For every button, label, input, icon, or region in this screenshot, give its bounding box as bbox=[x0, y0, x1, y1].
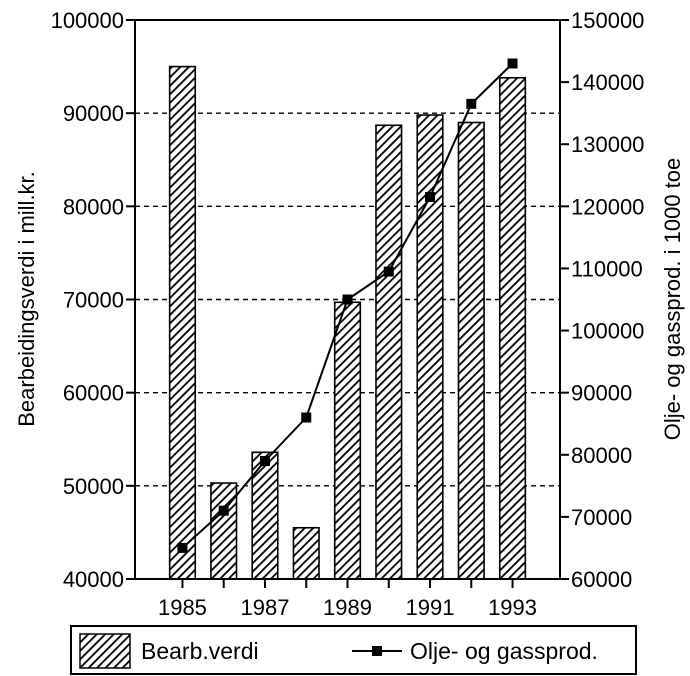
left-tick-label: 70000 bbox=[63, 288, 124, 313]
bar-1987 bbox=[251, 451, 279, 580]
right-tick-label: 60000 bbox=[571, 567, 632, 592]
right-tick-label: 130000 bbox=[571, 132, 644, 157]
right-tick-label: 80000 bbox=[571, 443, 632, 468]
line-point-1985 bbox=[177, 542, 188, 553]
bar-1988 bbox=[292, 526, 320, 580]
bar-1990 bbox=[375, 124, 403, 580]
x-tick-label: 1987 bbox=[240, 595, 289, 620]
x-tick-label: 1991 bbox=[406, 595, 455, 620]
right-axis-ticks: 60000 70000 80000 90000 100000 110000 120000 13… bbox=[560, 8, 644, 592]
right-tick-label: 70000 bbox=[571, 505, 632, 530]
right-tick-label: 110000 bbox=[571, 256, 643, 281]
line-point-1993 bbox=[507, 58, 518, 69]
bar-1992 bbox=[457, 121, 485, 580]
x-tick-label: 1985 bbox=[158, 595, 207, 620]
line-point-1992 bbox=[466, 98, 477, 109]
left-tick-label: 100000 bbox=[51, 8, 124, 33]
line-series bbox=[177, 58, 518, 553]
bar-1993 bbox=[498, 76, 527, 580]
left-axis-title: Bearbeidingsverdi i mill.kr. bbox=[14, 171, 39, 427]
line-point-1990 bbox=[383, 266, 394, 277]
bar-1986 bbox=[210, 482, 238, 580]
left-tick-label: 40000 bbox=[63, 567, 124, 592]
right-axis-title: Olje- og gassprod. i 1000 toe bbox=[660, 158, 685, 441]
grid-lines bbox=[135, 112, 560, 487]
left-tick-label: 80000 bbox=[63, 194, 124, 219]
x-axis-ticks: 1985 1987 1989 1991 1993 bbox=[158, 579, 537, 620]
line-point-1988 bbox=[301, 412, 312, 423]
line-point-1989 bbox=[342, 294, 353, 305]
legend-line-label: Olje- og gassprod. bbox=[410, 638, 598, 664]
line-point-1986 bbox=[218, 505, 229, 516]
line-point-1987 bbox=[259, 455, 270, 466]
right-tick-label: 100000 bbox=[571, 319, 644, 344]
left-tick-label: 90000 bbox=[63, 101, 124, 126]
legend-line-marker bbox=[372, 646, 382, 656]
x-tick-label: 1989 bbox=[323, 595, 372, 620]
legend-bar-label: Bearb.verdi bbox=[141, 638, 259, 664]
right-tick-label: 140000 bbox=[571, 70, 644, 95]
bar-series bbox=[168, 65, 527, 580]
legend-bar-swatch bbox=[79, 633, 131, 669]
legend: Bearb.verdi Olje- og gassprod. bbox=[70, 625, 637, 675]
bar-1991 bbox=[416, 114, 444, 580]
left-axis-ticks: 40000 50000 60000 70000 80000 90000 100000 bbox=[51, 8, 135, 592]
left-tick-label: 60000 bbox=[63, 381, 124, 406]
bar-1989 bbox=[333, 301, 362, 580]
right-tick-label: 120000 bbox=[571, 194, 644, 219]
bar-1985 bbox=[168, 65, 197, 580]
right-tick-label: 150000 bbox=[571, 8, 644, 33]
line-point-1991 bbox=[425, 192, 436, 203]
right-tick-label: 90000 bbox=[571, 381, 632, 406]
x-tick-label: 1993 bbox=[488, 595, 537, 620]
left-tick-label: 50000 bbox=[63, 474, 124, 499]
